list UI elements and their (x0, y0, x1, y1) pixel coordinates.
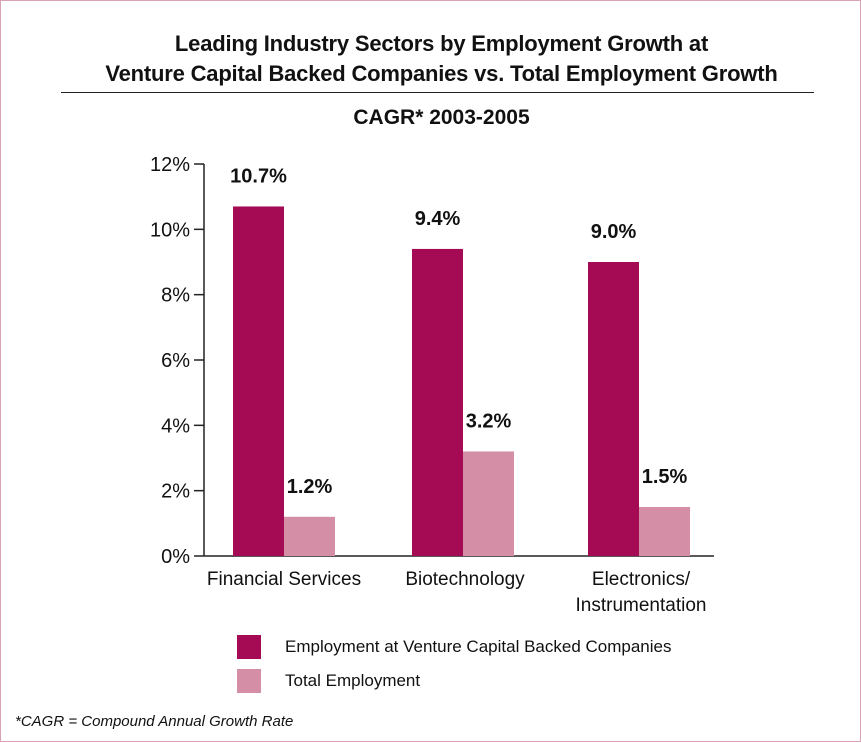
legend-label-vc-backed: Employment at Venture Capital Backed Com… (285, 637, 672, 656)
legend-swatch-vc-backed (237, 635, 261, 659)
chart-title-line-2: Venture Capital Backed Companies vs. Tot… (105, 61, 778, 86)
bar (284, 516, 335, 556)
category-label: Biotechnology (405, 569, 525, 590)
chart-title: Leading Industry Sectors by Employment G… (61, 29, 822, 89)
y-tick-label: 6% (161, 350, 190, 372)
data-label: 3.2% (466, 410, 512, 432)
category-label: Electronics/ (592, 569, 691, 590)
data-label: 9.4% (415, 208, 461, 230)
y-tick-label: 4% (161, 415, 190, 437)
bar (639, 507, 690, 556)
data-label: 10.7% (230, 165, 287, 187)
legend-item-vc-backed: Employment at Venture Capital Backed Com… (237, 635, 671, 659)
legend-label-total: Total Employment (285, 671, 421, 690)
legend-item-total: Total Employment (237, 669, 671, 693)
chart-title-line-1: Leading Industry Sectors by Employment G… (174, 31, 709, 56)
chart-subtitle: CAGR* 2003-2005 (353, 106, 530, 129)
data-label: 9.0% (591, 221, 637, 243)
bar (588, 262, 639, 556)
bar (412, 248, 463, 556)
legend-swatch-total (237, 669, 261, 693)
y-tick-label: 0% (161, 546, 190, 568)
category-label: Financial Services (207, 569, 361, 590)
data-label: 1.2% (287, 476, 333, 498)
y-tick-label: 10% (150, 219, 190, 241)
legend: Employment at Venture Capital Backed Com… (237, 635, 671, 703)
category-label: Instrumentation (576, 595, 707, 616)
y-tick-label: 8% (161, 285, 190, 307)
y-tick-label: 2% (161, 481, 190, 503)
title-divider (61, 92, 814, 93)
y-tick-label: 12% (150, 154, 190, 176)
footnote: *CAGR = Compound Annual Growth Rate (15, 713, 294, 730)
bar (463, 451, 514, 556)
data-label: 1.5% (642, 466, 688, 488)
bar (233, 206, 284, 556)
